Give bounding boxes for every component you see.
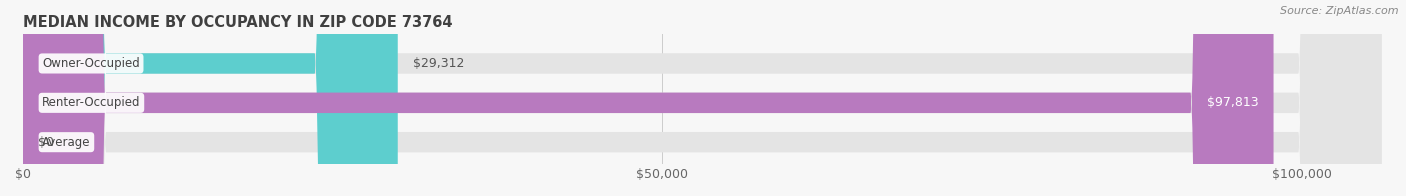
Text: $97,813: $97,813 [1206,96,1258,109]
FancyBboxPatch shape [22,0,1382,196]
Text: MEDIAN INCOME BY OCCUPANCY IN ZIP CODE 73764: MEDIAN INCOME BY OCCUPANCY IN ZIP CODE 7… [22,15,453,30]
FancyBboxPatch shape [22,0,398,196]
FancyBboxPatch shape [22,0,1382,196]
Text: Renter-Occupied: Renter-Occupied [42,96,141,109]
Text: $0: $0 [38,136,55,149]
Text: Source: ZipAtlas.com: Source: ZipAtlas.com [1281,6,1399,16]
Text: Average: Average [42,136,90,149]
Text: $29,312: $29,312 [413,57,464,70]
Text: Owner-Occupied: Owner-Occupied [42,57,141,70]
FancyBboxPatch shape [22,0,1382,196]
FancyBboxPatch shape [22,0,1274,196]
